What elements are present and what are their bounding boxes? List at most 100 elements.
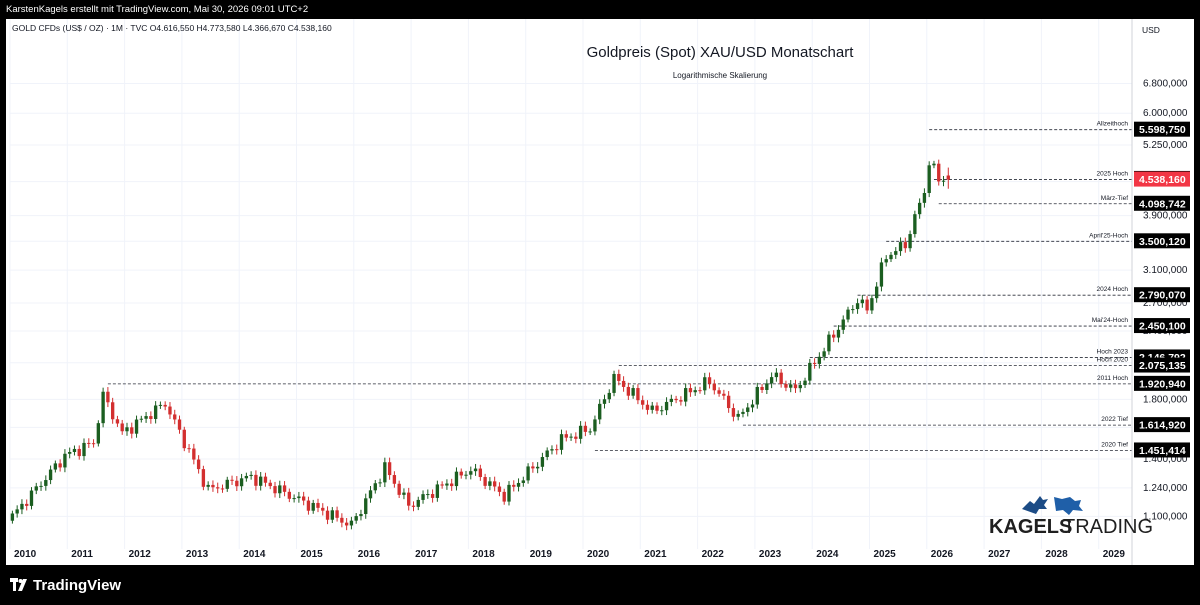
candle-body	[793, 384, 798, 389]
candle	[722, 389, 726, 400]
candle-body	[507, 484, 511, 502]
candle-body	[450, 483, 454, 487]
candle-body	[282, 485, 287, 492]
candle	[173, 409, 177, 425]
candle-body	[808, 362, 812, 381]
candle-body	[874, 286, 879, 299]
level-label-box	[1134, 287, 1190, 303]
candle	[87, 438, 91, 448]
candle	[106, 387, 110, 408]
candle	[239, 473, 244, 491]
candle	[44, 475, 48, 491]
tradingview-logo[interactable]: TradingView	[10, 575, 121, 595]
candle-body	[564, 434, 568, 438]
candle	[421, 490, 425, 504]
candle-body	[521, 480, 525, 483]
candle	[516, 478, 521, 492]
candle-body	[397, 483, 401, 495]
candle-body	[182, 429, 186, 449]
candle-body	[492, 481, 497, 487]
x-tick-label: 2025	[874, 549, 897, 560]
candle	[25, 499, 29, 511]
candle	[641, 395, 645, 410]
candle	[426, 489, 430, 499]
candle-body	[440, 484, 444, 486]
candle-body	[803, 380, 807, 386]
level-label-box	[1134, 195, 1190, 211]
candle	[937, 159, 941, 186]
candle	[798, 380, 802, 393]
x-tick-label: 2012	[129, 549, 152, 560]
candle-body	[851, 309, 855, 311]
candle	[473, 463, 478, 476]
level-name: 2025 Hoch	[1097, 171, 1129, 178]
candle-body	[110, 402, 115, 420]
candle	[445, 479, 449, 490]
x-tick-label: 2029	[1103, 549, 1126, 560]
candle-body	[216, 487, 220, 489]
candle	[712, 379, 716, 395]
candle-body	[917, 202, 922, 215]
candle	[531, 462, 535, 473]
candle-body	[321, 507, 325, 511]
candle-body	[430, 494, 435, 498]
candle	[53, 460, 58, 473]
candle	[387, 457, 392, 480]
candle	[63, 449, 67, 473]
price-chart[interactable]: Allzeithoch 2025 Hoch März-Tief April'25-Ho…	[6, 19, 1194, 565]
candle-body	[354, 516, 358, 521]
candle-body	[516, 482, 521, 487]
candle	[263, 472, 268, 487]
candle-body	[913, 214, 917, 235]
level-label: 1.614,920	[1139, 420, 1186, 432]
candle	[774, 368, 779, 382]
candle	[894, 247, 898, 259]
candle-body	[106, 391, 110, 403]
candle	[278, 480, 282, 499]
level-label-box	[1134, 121, 1190, 137]
candle	[898, 237, 903, 256]
candle	[621, 376, 626, 392]
candle	[488, 477, 492, 491]
candle	[784, 380, 788, 392]
candle	[268, 479, 272, 490]
x-tick-label: 2011	[71, 549, 93, 560]
candle	[583, 421, 588, 437]
candle-body	[454, 471, 459, 487]
candle	[402, 488, 406, 500]
candle-body	[774, 372, 779, 378]
x-tick-label: 2027	[988, 549, 1011, 560]
candle-body	[273, 486, 277, 494]
candle-body	[344, 522, 349, 526]
y-tick-label: 6.000,000	[1143, 108, 1188, 119]
candle-body	[392, 475, 397, 484]
level-name: 2011 Hoch	[1097, 375, 1128, 382]
candle-body	[736, 413, 740, 417]
level-name: 2024 Hoch	[1097, 286, 1129, 293]
candle	[860, 295, 865, 308]
candle-body	[292, 498, 296, 500]
candle	[168, 402, 172, 420]
candle	[832, 330, 836, 343]
candle-body	[698, 390, 702, 392]
candle-body	[407, 492, 411, 506]
candle-body	[660, 410, 664, 412]
candle-body	[908, 234, 912, 249]
candle	[922, 188, 927, 208]
candle	[163, 401, 167, 411]
candle-body	[488, 481, 492, 486]
level-lines: Allzeithoch 2025 Hoch März-Tief April'25-Ho…	[107, 121, 1132, 451]
candle	[693, 386, 697, 396]
candle-body	[368, 490, 373, 499]
candle-body	[340, 517, 344, 523]
candle	[574, 432, 578, 444]
chart-area[interactable]: Allzeithoch 2025 Hoch März-Tief April'25-Ho…	[6, 19, 1194, 565]
candle-body	[378, 482, 382, 484]
candle-body	[717, 390, 721, 394]
candle-body	[254, 474, 258, 486]
time-axis[interactable]: 2010 2011 2012 2013 2014 2015 2016 2017 2018 2019…	[14, 549, 1125, 560]
candle-body	[855, 303, 860, 310]
candle-body	[612, 373, 616, 393]
candle-body	[29, 490, 34, 506]
x-tick-label: 2024	[816, 549, 839, 560]
